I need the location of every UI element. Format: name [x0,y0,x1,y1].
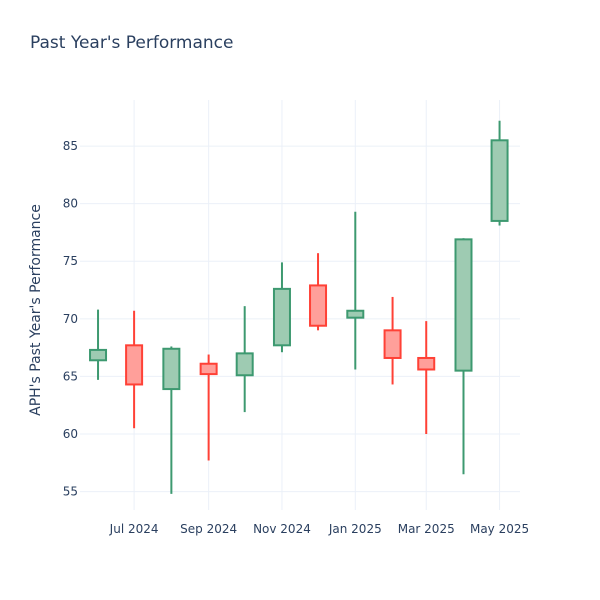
y-tick-label: 65 [63,369,78,383]
candle-body [417,356,436,371]
candle [383,296,402,385]
candle-body [89,348,108,362]
candle [272,262,291,353]
candle [235,306,254,413]
candle [125,310,144,429]
candle-layer [89,120,509,494]
chart-title: Past Year's Performance [30,33,234,53]
y-tick-label: 80 [63,197,78,211]
candle-body [309,284,328,327]
candle [309,253,328,331]
candle [346,211,365,370]
candle [162,346,181,494]
y-tick-label: 60 [63,427,78,441]
candle-body [383,329,402,359]
y-tick-label: 85 [63,139,78,153]
candle [417,321,436,434]
grid-layer [80,100,520,510]
x-tick-label: Sep 2024 [180,522,237,536]
y-tick-label: 70 [63,312,78,326]
candle-body [346,309,365,319]
x-tick-label: Jan 2025 [328,522,382,536]
candle-body [235,352,254,377]
candle-body [125,344,144,386]
candle [89,309,108,380]
candle-body [490,139,509,222]
candle-body [162,347,181,391]
x-tick-label: Jul 2024 [109,522,159,536]
candle [490,120,509,226]
y-axis-title: APH's Past Year's Performance [28,204,44,416]
candle [199,354,218,461]
candle-body [199,362,218,376]
y-tick-label: 75 [63,254,78,268]
x-tick-label: May 2025 [470,522,529,536]
candle-body [454,238,473,372]
x-tick-label: Nov 2024 [253,522,311,536]
candle-body [272,287,291,347]
x-tick-label: Mar 2025 [398,522,455,536]
candle [454,238,473,475]
axis-layer: 55 60 65 70 75 80 85 Jul 2024 Sep 2024 Nov 2024 Ja… [28,139,529,536]
y-tick-label: 55 [63,485,78,499]
